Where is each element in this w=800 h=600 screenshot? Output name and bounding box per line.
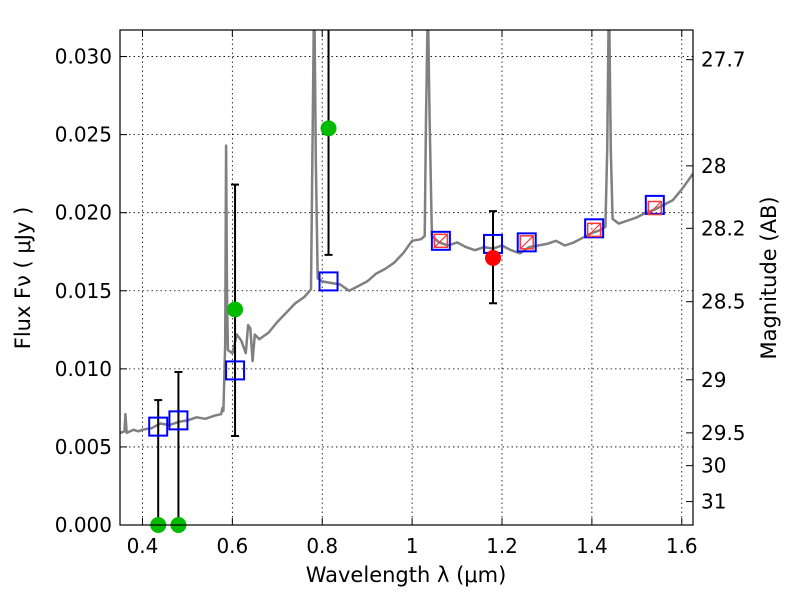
y-axis-ticks: 0.000 0.005 0.010 0.015 0.020 0.025 0.030 [55,45,127,537]
model-square-red-diagonal [587,222,602,237]
model-square-blue [318,271,339,292]
model-square-blue [516,232,537,253]
x-tick-label: 0.6 [216,534,248,558]
observed-point [485,249,502,266]
y-tick-label: 0.020 [55,201,112,225]
model-square-red-diagonal [519,235,534,250]
x-tick-label: 1.2 [486,534,518,558]
y-axis-label: Flux Fν ( μJy ) [11,207,35,350]
model-square-red-diagonal [433,233,448,248]
y2-tick-label: 28 [701,154,726,178]
model-photometry-blue [148,194,665,437]
x-tick-label: 1.6 [666,534,698,558]
model-square-red [586,222,602,238]
x-tick-label: 1 [406,534,419,558]
observed-point [320,120,337,137]
plot-background [120,30,693,525]
y-tick-label: 0.000 [55,513,112,537]
x-tick-label: 0.4 [127,534,159,558]
x-axis-label: Wavelength λ (μm) [306,563,507,587]
y-tick-label: 0.010 [55,357,112,381]
plot-frame [119,29,694,526]
y2-tick-label: 27.7 [701,48,746,72]
y-tick-label: 0.015 [55,279,112,303]
model-square-red [433,233,449,249]
model-square-red [519,235,534,250]
model-square-blue [430,230,451,251]
grid [120,30,693,526]
y2-tick-label: 28.5 [701,290,746,314]
y-tick-label: 0.025 [55,123,112,147]
model-square-red [647,200,663,216]
observed-point [227,301,244,318]
y2-tick-label: 31 [701,490,726,514]
model-square-blue [225,360,246,381]
y-tick-label: 0.030 [55,45,112,69]
x-axis-ticks: 0.4 0.6 0.8 1 1.2 1.4 1.6 [127,30,698,558]
x-tick-label: 0.8 [306,534,338,558]
model-square-blue [584,218,605,239]
y2-tick-label: 29 [701,368,726,392]
y-tick-label: 0.005 [55,435,112,459]
spectrum-line [120,30,693,435]
y2-axis-ticks: 27.7 28 28.2 28.5 29 29.5 30 31 [686,48,746,514]
model-square-blue [168,410,189,431]
model-square-blue [148,416,169,437]
model-photometry-red [433,200,663,250]
y2-tick-label: 28.2 [701,216,746,240]
template-spectrum [120,30,693,435]
y2-axis-label: Magnitude (AB) [757,196,781,359]
y2-tick-label: 30 [701,454,726,478]
y2-tick-label: 29.5 [701,421,746,445]
model-square-red-diagonal [647,201,662,215]
x-tick-label: 1.4 [576,534,608,558]
